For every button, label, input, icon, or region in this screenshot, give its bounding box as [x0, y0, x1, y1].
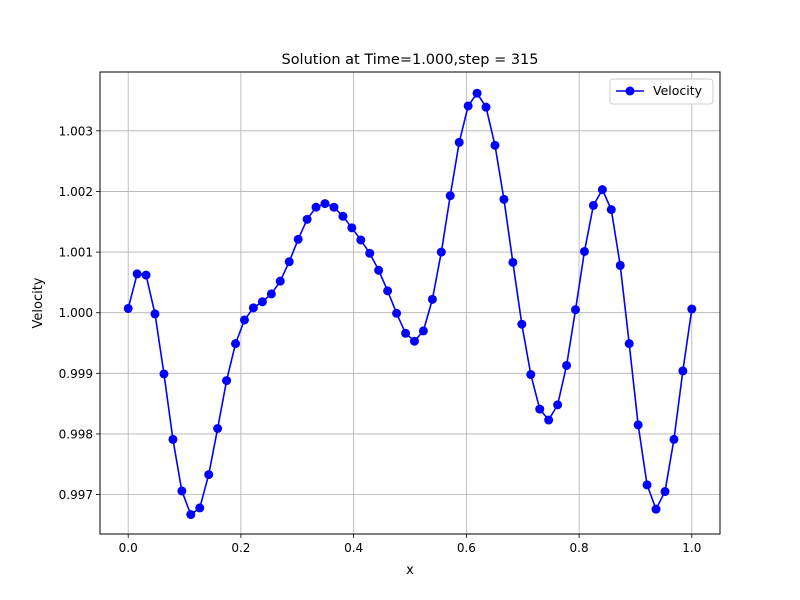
- data-point: [239, 315, 249, 325]
- data-point: [195, 503, 205, 513]
- x-tick-label: 0.4: [344, 541, 363, 555]
- data-point: [374, 265, 384, 275]
- data-point: [150, 309, 160, 319]
- data-point: [186, 510, 196, 520]
- data-point: [409, 336, 419, 346]
- data-point: [347, 223, 357, 233]
- x-tick-label: 1.0: [682, 541, 701, 555]
- grid-lines: [100, 72, 720, 534]
- series-line-velocity: [127, 92, 693, 516]
- data-point: [365, 248, 375, 258]
- plot-frame: [99, 71, 721, 535]
- data-point: [320, 199, 330, 209]
- data-point: [329, 202, 339, 212]
- chart-title: Solution at Time=1.000,step = 315: [281, 52, 538, 68]
- data-point: [338, 211, 348, 221]
- x-tick-label: 0.0: [119, 541, 138, 555]
- y-axis-label: Velocity: [31, 277, 46, 328]
- data-point: [597, 185, 607, 195]
- x-axis-label: x: [406, 563, 414, 578]
- data-point: [651, 504, 661, 514]
- data-point: [213, 424, 223, 433]
- data-point: [642, 480, 652, 490]
- data-point: [302, 214, 312, 224]
- data-point: [490, 140, 500, 150]
- data-point: [544, 415, 554, 425]
- data-point: [526, 370, 536, 380]
- data-point: [266, 289, 276, 299]
- data-point: [427, 294, 437, 304]
- data-point: [669, 434, 679, 444]
- data-point: [248, 303, 258, 313]
- legend-box: [609, 78, 714, 105]
- data-point: [418, 326, 428, 336]
- y-tick-label: 1.002: [59, 185, 93, 199]
- data-point: [293, 234, 303, 244]
- data-point: [588, 200, 598, 210]
- data-point: [481, 102, 491, 112]
- data-point: [624, 339, 634, 349]
- data-point: [284, 257, 294, 267]
- data-point: [499, 194, 509, 204]
- data-point: [356, 235, 366, 245]
- legend-marker: [625, 86, 635, 96]
- data-point: [159, 369, 169, 379]
- series-layer: [123, 88, 697, 520]
- data-point: [562, 360, 572, 370]
- data-point: [257, 297, 267, 307]
- y-tick-label: 1.003: [59, 124, 93, 138]
- data-point: [383, 286, 393, 296]
- y-tick-label: 1.000: [59, 306, 93, 320]
- data-point: [454, 137, 464, 147]
- legend: Velocity: [609, 78, 714, 105]
- x-tick-label: 0.8: [570, 541, 589, 555]
- data-point: [615, 260, 625, 270]
- data-point: [633, 420, 643, 430]
- y-tick-label: 0.998: [59, 427, 93, 441]
- data-point: [436, 247, 446, 257]
- y-tick-label: 0.997: [59, 488, 93, 502]
- data-point: [508, 257, 518, 267]
- data-point: [553, 400, 563, 410]
- x-axis-ticks: 0.0 0.2 0.4 0.6 0.8 1.0: [119, 534, 701, 555]
- data-point: [660, 487, 670, 497]
- data-point: [687, 304, 697, 314]
- data-point: [517, 319, 527, 329]
- data-point: [401, 328, 411, 338]
- data-point: [141, 270, 151, 280]
- data-point: [445, 191, 455, 201]
- y-tick-label: 0.999: [59, 367, 93, 381]
- data-point: [579, 246, 589, 256]
- y-axis-ticks: 0.997 0.998 0.999 1.000 1.001 1.002 1.003: [59, 124, 100, 502]
- data-point: [168, 434, 178, 444]
- data-point: [311, 202, 321, 212]
- data-point: [123, 303, 133, 313]
- data-point: [535, 404, 545, 414]
- data-point: [571, 305, 581, 315]
- data-point: [132, 269, 142, 279]
- x-tick-label: 0.6: [457, 541, 476, 555]
- data-point: [177, 486, 187, 496]
- data-point: [222, 376, 232, 386]
- data-point: [392, 308, 402, 318]
- y-tick-label: 1.001: [59, 246, 93, 260]
- data-point: [606, 205, 616, 215]
- data-point: [472, 88, 482, 98]
- x-tick-label: 0.2: [231, 541, 250, 555]
- data-point: [204, 470, 214, 480]
- data-point: [275, 276, 285, 286]
- data-point: [231, 339, 241, 349]
- legend-label-velocity: Velocity: [653, 83, 703, 98]
- data-point: [678, 366, 688, 376]
- data-point: [463, 101, 473, 111]
